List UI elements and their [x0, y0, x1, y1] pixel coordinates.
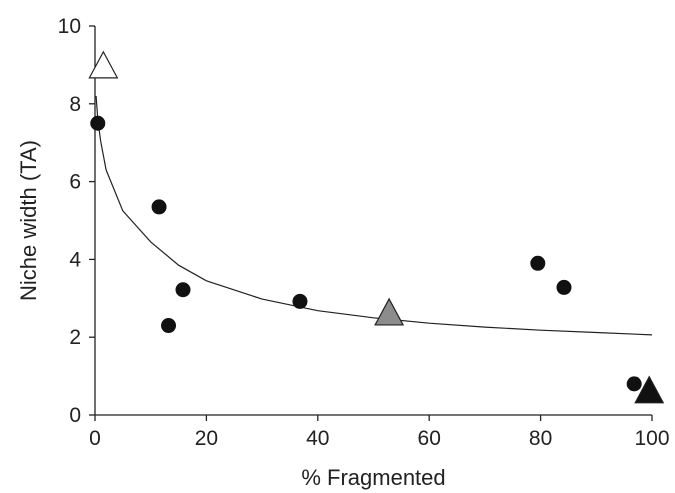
y-axis-ticks: 0 2 4 6 8 10 — [58, 15, 95, 427]
x-tick-label: 80 — [529, 427, 552, 450]
y-tick-label: 4 — [69, 248, 81, 271]
data-point-circle — [175, 282, 191, 298]
y-axis-label: Niche width (TA) — [16, 140, 41, 301]
data-point-circle — [530, 255, 546, 271]
x-tick-label: 20 — [195, 427, 218, 450]
y-tick-label: 8 — [69, 93, 81, 116]
data-point-triangle — [88, 50, 119, 79]
x-axis-label: % Fragmented — [301, 465, 445, 490]
data-point-circle — [556, 279, 572, 295]
data-point-circle — [90, 115, 106, 131]
data-point-circle — [161, 318, 177, 334]
y-tick-label: 6 — [69, 171, 81, 194]
x-tick-label: 40 — [306, 427, 329, 450]
x-axis-ticks: 0 20 40 60 80 100 — [89, 415, 670, 450]
data-point-circle — [626, 376, 642, 392]
x-tick-label: 100 — [634, 427, 669, 450]
y-tick-label: 2 — [69, 326, 81, 349]
fit-curve-group — [95, 95, 653, 336]
x-tick-label: 60 — [418, 427, 441, 450]
y-tick-label: 10 — [58, 15, 81, 38]
data-point-circle — [151, 199, 167, 215]
data-point-triangle — [374, 297, 405, 326]
data-point-triangle — [634, 375, 665, 404]
data-points — [88, 50, 665, 404]
y-tick-label: 0 — [69, 404, 81, 427]
fit-curve — [95, 95, 653, 336]
axes — [94, 26, 652, 416]
x-tick-label: 0 — [89, 427, 101, 450]
data-point-circle — [292, 293, 308, 309]
